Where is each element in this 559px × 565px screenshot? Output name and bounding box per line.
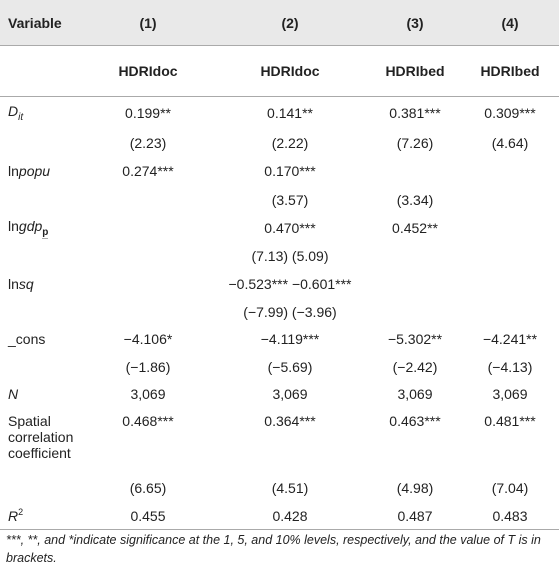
table-cell: 3,069 bbox=[130, 385, 166, 402]
table-row: lnpopu 0.274*** 0.170*** bbox=[0, 157, 559, 185]
table-cell: (7.04) bbox=[491, 480, 529, 496]
column-subheader: HDRIdoc bbox=[118, 63, 178, 79]
table-row: lnsq −0.523*** −0.601*** bbox=[0, 270, 559, 298]
table-cell: (3.34) bbox=[396, 191, 434, 208]
label-part: _cons bbox=[8, 331, 46, 347]
label-part: ln bbox=[8, 218, 19, 234]
table-cell: 0.170*** bbox=[264, 163, 316, 179]
table-cell: 0.141** bbox=[267, 105, 313, 121]
table-cell: 0.381*** bbox=[389, 105, 441, 121]
table-row: (−1.86) (−5.69) (−2.42) (−4.13) bbox=[0, 353, 559, 380]
table-cell: (6.65) bbox=[129, 480, 167, 496]
table-cell: (−4.13) bbox=[487, 358, 533, 375]
label-part: Spatial correlation coefficient bbox=[8, 413, 74, 461]
label-part: gdp bbox=[18, 218, 43, 234]
table-cell: −5.302** bbox=[387, 331, 443, 347]
table-row: N 3,069 3,069 3,069 3,069 bbox=[0, 380, 559, 407]
table-cell: (−2.42) bbox=[392, 358, 438, 375]
table: Variable (1) (2) (3) (4) HDRIdoc HDRIdoc HDRIbe… bbox=[0, 0, 559, 530]
table-cell: 0.463*** bbox=[389, 413, 441, 429]
table-cell: 0.199** bbox=[125, 105, 171, 121]
label-text: Spatial correlation coefficient bbox=[8, 413, 108, 461]
table-row: (−7.99) (−3.96) bbox=[0, 298, 559, 325]
label-part: ln bbox=[8, 163, 19, 179]
row-label: lnsq bbox=[8, 270, 108, 298]
table-cell: 0.455 bbox=[130, 507, 166, 524]
table-cell: −4.241** bbox=[482, 331, 538, 347]
table-cell: (−5.69) bbox=[267, 358, 313, 375]
row-label: lngdpp bbox=[8, 214, 108, 242]
table-cell: −0.523*** −0.601*** bbox=[228, 276, 352, 292]
row-label: Spatial correlation coefficient bbox=[8, 407, 108, 474]
column-subheader: HDRIbed bbox=[480, 63, 540, 79]
label-text: lnsq bbox=[8, 276, 34, 292]
table-cell: 0.483 bbox=[492, 507, 528, 524]
table-cell: 0.468*** bbox=[122, 413, 174, 429]
label-text: R2 bbox=[8, 507, 23, 524]
column-header: (1) bbox=[139, 14, 157, 31]
table-cell: (7.26) bbox=[396, 135, 434, 151]
table-row: Spatial correlation coefficient 0.468*** 0… bbox=[0, 407, 559, 474]
label-part: D bbox=[8, 103, 19, 119]
table-row: Dit 0.199** 0.141** 0.381*** 0.309*** bbox=[0, 97, 559, 129]
table-cell: (−7.99) (−3.96) bbox=[243, 303, 337, 320]
table-cell: 3,069 bbox=[397, 385, 433, 402]
label-text: lngdpp bbox=[8, 218, 49, 239]
label-part: 2 bbox=[18, 507, 24, 517]
table-cell: 3,069 bbox=[492, 385, 528, 402]
table-cell: 0.274*** bbox=[122, 163, 174, 179]
table-row: lngdpp 0.470*** 0.452** bbox=[0, 214, 559, 242]
table-cell: 0.364*** bbox=[264, 413, 316, 429]
table-cell: 0.452** bbox=[392, 220, 438, 236]
label-part: it bbox=[18, 112, 24, 123]
subheader-row: HDRIdoc HDRIdoc HDRIbed HDRIbed bbox=[0, 46, 559, 97]
header-row: Variable (1) (2) (3) (4) bbox=[0, 0, 559, 46]
label-part: N bbox=[8, 385, 19, 402]
label-text: Dit bbox=[8, 103, 23, 123]
column-header: (3) bbox=[406, 14, 424, 31]
table-cell: 0.309*** bbox=[484, 105, 536, 121]
label-part: ln bbox=[8, 276, 19, 292]
table-row: R2 0.455 0.428 0.487 0.483 bbox=[0, 502, 559, 530]
column-subheader: HDRIbed bbox=[385, 63, 445, 79]
label-part: p bbox=[42, 227, 49, 239]
table-row: (2.23) (2.22) (7.26) (4.64) bbox=[0, 129, 559, 157]
label-text: _cons bbox=[8, 331, 45, 347]
table-row: (6.65) (4.51) (4.98) (7.04) bbox=[0, 474, 559, 502]
row-label: R2 bbox=[8, 502, 108, 529]
table-cell: (3.57) bbox=[271, 191, 309, 208]
table-cell: 0.487 bbox=[397, 507, 433, 524]
column-subheader: HDRIdoc bbox=[260, 63, 320, 79]
label-part: R bbox=[8, 508, 19, 524]
table-cell: 3,069 bbox=[272, 385, 308, 402]
table-cell: (−1.86) bbox=[125, 358, 171, 375]
table-cell: (4.64) bbox=[491, 135, 529, 151]
table-row: (7.13) (5.09) bbox=[0, 242, 559, 270]
table-cell: (2.22) bbox=[271, 135, 309, 151]
column-header: (4) bbox=[501, 14, 519, 31]
label-text: N bbox=[8, 386, 18, 402]
table-cell: (7.13) (5.09) bbox=[251, 248, 329, 264]
table-cell: (2.23) bbox=[129, 135, 167, 151]
table-cell: −4.119*** bbox=[260, 331, 320, 347]
table-cell: −4.106* bbox=[123, 331, 173, 347]
table-cell: 0.428 bbox=[272, 507, 308, 524]
label-text: lnpopu bbox=[8, 163, 50, 179]
column-header: (2) bbox=[281, 14, 299, 31]
label-part: popu bbox=[18, 163, 51, 179]
table-row: _cons −4.106* −4.119*** −5.302** −4.241** bbox=[0, 325, 559, 353]
header-label: Variable bbox=[8, 14, 62, 31]
table-cell: (4.98) bbox=[396, 480, 434, 496]
row-label: Dit bbox=[8, 97, 108, 129]
table-cell: (4.51) bbox=[271, 480, 309, 496]
row-label: _cons bbox=[8, 325, 108, 353]
table-row: (3.57) (3.34) bbox=[0, 185, 559, 214]
row-label: lnpopu bbox=[8, 157, 108, 185]
table-cell: 0.481*** bbox=[484, 413, 536, 429]
footnote: ***, **, and *indicate significance at t… bbox=[6, 533, 541, 565]
label-part: sq bbox=[18, 276, 34, 292]
row-label: N bbox=[8, 380, 108, 407]
table-cell: 0.470*** bbox=[264, 220, 316, 236]
